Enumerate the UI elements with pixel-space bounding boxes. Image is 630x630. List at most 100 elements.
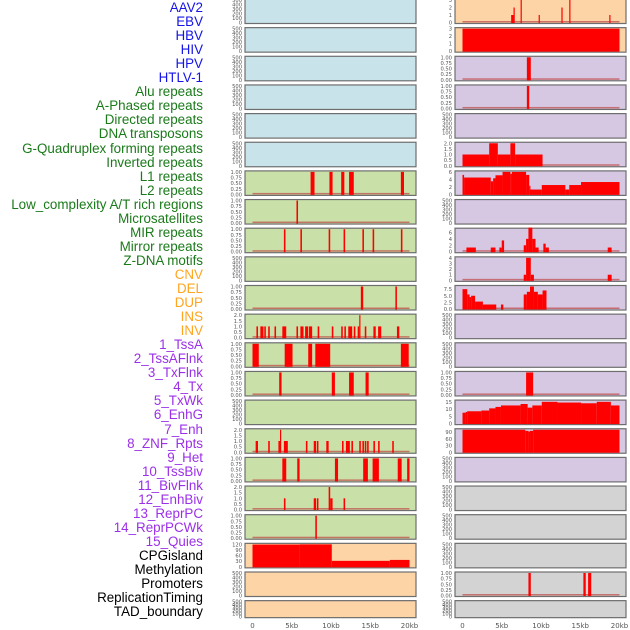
y-tick-label: 100 <box>232 131 242 137</box>
data-bar <box>500 304 504 310</box>
y-tick-label: 200 <box>232 40 242 46</box>
track-label: L1 repeats <box>139 168 203 184</box>
y-tick-label: 1.00 <box>440 84 452 90</box>
panel-background <box>244 600 417 619</box>
data-bar <box>349 171 354 195</box>
data-bar <box>400 343 409 367</box>
track-baseline <box>252 479 410 481</box>
data-bar <box>328 229 331 253</box>
data-bar <box>315 515 317 539</box>
panel-background <box>454 342 627 368</box>
x-tick-label: 20kb <box>401 622 419 630</box>
y-tick-label: 1.0 <box>234 496 242 502</box>
data-bar <box>328 487 331 511</box>
y-tick-label: 100 <box>442 612 452 618</box>
data-bar <box>467 294 470 310</box>
panel-background <box>244 399 417 426</box>
panel-background <box>454 600 627 619</box>
y-tick-label: 200 <box>232 585 242 591</box>
data-bar <box>256 326 258 339</box>
y-tick-label: 100 <box>232 417 242 423</box>
track-label: Directed repeats <box>104 112 203 128</box>
track-label: TAD_boundary <box>113 604 203 620</box>
track-label: DNA transposons <box>98 126 203 142</box>
y-tick-label: 0 <box>239 106 242 112</box>
track-label: DEL <box>176 281 203 296</box>
data-bar <box>372 229 375 253</box>
y-tick-label: 300 <box>442 122 452 128</box>
panel-background <box>244 55 417 82</box>
data-bar <box>527 407 533 425</box>
track-label: L2 repeats <box>139 182 203 198</box>
y-tick-label: 1.00 <box>230 285 242 291</box>
panel-background <box>454 542 627 569</box>
data-bar <box>581 403 597 425</box>
y-tick-label: 0.75 <box>230 204 242 210</box>
panel-background <box>244 27 417 53</box>
panel-background <box>454 485 627 512</box>
y-tick-label: 0 <box>449 615 452 621</box>
y-tick-label: 400 <box>232 260 242 266</box>
y-tick-label: 200 <box>442 609 452 615</box>
panel-background <box>244 571 417 598</box>
track-baseline <box>252 450 410 453</box>
data-bar <box>296 326 299 339</box>
y-tick-label: 500 <box>232 113 242 119</box>
y-tick-label: 300 <box>442 208 452 214</box>
data-bar <box>334 458 339 482</box>
y-tick-label: 300 <box>232 7 242 13</box>
y-tick-label: 0.50 <box>230 210 242 216</box>
y-tick-label: 300 <box>442 551 452 557</box>
y-tick-label: 0.50 <box>230 296 242 302</box>
y-tick-label: 0.50 <box>230 382 242 388</box>
y-tick-label: 0.00 <box>230 536 242 542</box>
data-bar <box>533 291 538 310</box>
data-bar <box>331 372 335 396</box>
data-bar <box>252 343 259 367</box>
y-tick-label: 0.50 <box>440 95 452 101</box>
data-bar <box>565 189 570 195</box>
data-bar <box>400 171 405 195</box>
y-tick-label: 0.0 <box>444 307 452 313</box>
y-tick-label: 300 <box>232 64 242 70</box>
data-bar <box>317 326 320 339</box>
y-tick-label: 60 <box>445 437 452 443</box>
y-tick-label: 200 <box>442 355 452 361</box>
y-tick-label: 2 <box>449 185 452 191</box>
y-tick-label: 100 <box>442 560 452 566</box>
track-label: G-Quadruplex forming repeats <box>22 140 203 156</box>
y-tick-label: 500 <box>232 571 242 577</box>
y-tick-label: 0.75 <box>230 176 242 182</box>
data-bar <box>526 85 530 109</box>
panel-background <box>454 0 627 25</box>
y-tick-label: 2 <box>449 243 452 249</box>
data-bar <box>526 57 531 81</box>
y-tick-label: 0.5 <box>234 502 242 508</box>
panel-background <box>454 112 627 139</box>
y-tick-label: 0.50 <box>230 468 242 474</box>
data-bar <box>351 441 353 453</box>
y-tick-label: 100 <box>232 274 242 280</box>
y-tick-label: 0.50 <box>440 382 452 388</box>
track-label: 9_Het <box>167 449 203 465</box>
track-panel: 0.00.51.01.52.0 <box>234 313 417 342</box>
track-baseline <box>252 536 410 539</box>
data-bar <box>530 430 534 453</box>
data-bar <box>493 178 496 195</box>
y-tick-label: 0 <box>449 508 452 514</box>
data-bar <box>359 315 361 339</box>
track-panel: 0.02.55.07.5 <box>444 284 627 313</box>
y-tick-label: 0.5 <box>444 158 452 164</box>
track-baseline <box>462 106 620 109</box>
data-bar <box>316 498 319 511</box>
y-tick-label: 0.25 <box>230 215 242 221</box>
track-label: AAV2 <box>169 0 203 15</box>
track-baseline <box>252 221 410 224</box>
y-tick-label: 300 <box>232 408 242 414</box>
panel-background <box>244 141 417 168</box>
track-label: Microsatellites <box>118 210 203 226</box>
track-baseline <box>252 364 410 367</box>
